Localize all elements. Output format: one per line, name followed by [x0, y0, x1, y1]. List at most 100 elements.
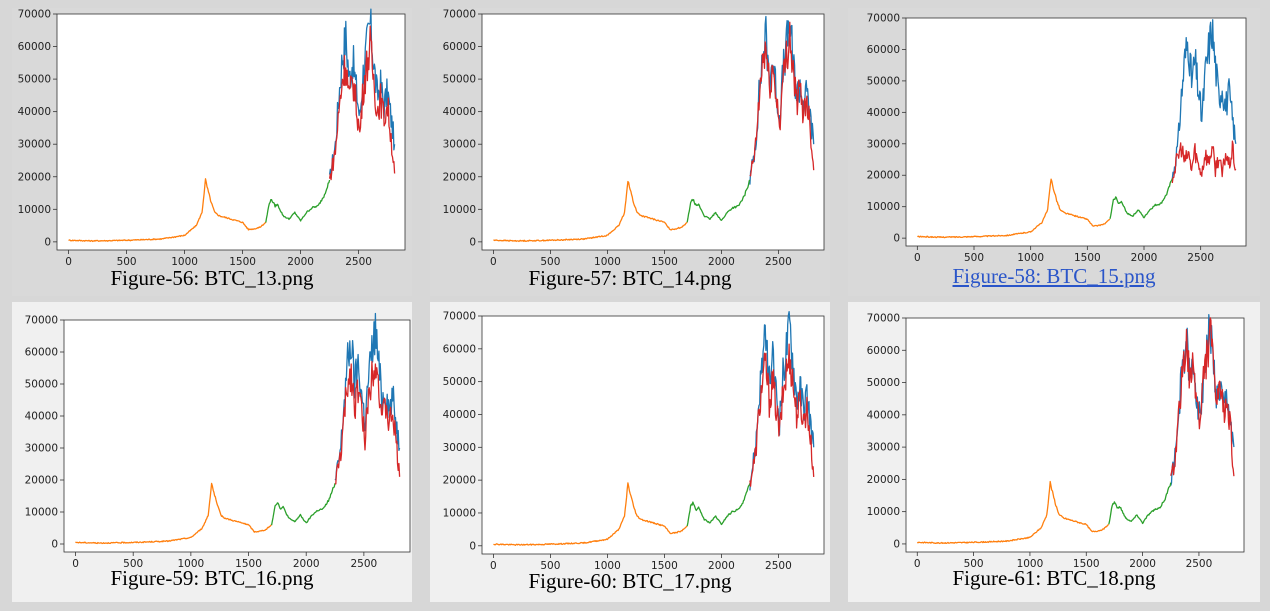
series-line-test-pred: [749, 21, 815, 177]
series-line-test-pred: [334, 360, 401, 485]
y-tick-label: 50000: [867, 75, 900, 87]
axes-frame: [63, 319, 411, 553]
axes-frame: [481, 13, 825, 251]
series-line-train: [917, 178, 1111, 239]
x-tick-label: 1500: [229, 256, 256, 268]
series-line-train: [75, 482, 272, 545]
y-tick-label: 20000: [443, 171, 476, 183]
y-tick-label: 10000: [443, 204, 476, 216]
y-tick-label: 0: [51, 539, 58, 551]
series-line-validation: [686, 483, 751, 527]
x-tick-label: 2000: [1131, 252, 1158, 264]
chart-figure-61: 0 10000 20000 30000 40000 50000 60000 70000 0 500…: [867, 313, 1245, 570]
y-tick-label: 30000: [867, 442, 900, 454]
x-tick-label: 2000: [708, 256, 735, 268]
x-tick-label: 1500: [651, 256, 678, 268]
y-tick-label: 10000: [867, 506, 900, 518]
x-tick-label: 0: [490, 560, 497, 572]
y-tick-label: 40000: [18, 106, 51, 118]
y-tick-label: 40000: [25, 411, 58, 423]
chart-figure-57: 0 10000 20000 30000 40000 50000 60000 70000 0 500…: [443, 9, 825, 268]
series-line-test-pred: [328, 25, 396, 181]
y-tick-label: 70000: [443, 311, 476, 323]
figure-panel-61: 0 10000 20000 30000 40000 50000 60000 70000 0 500…: [848, 302, 1260, 602]
y-tick-label: 40000: [443, 106, 476, 118]
x-tick-label: 2000: [1129, 558, 1156, 570]
x-tick-label: 2500: [765, 256, 792, 268]
y-tick-label: 70000: [867, 13, 900, 25]
y-tick-label: 50000: [867, 377, 900, 389]
figure-caption: Figure-56: BTC_13.png: [110, 266, 314, 290]
y-tick-label: 50000: [18, 74, 51, 86]
plot-area: [64, 320, 410, 552]
series-line-test-pred: [749, 343, 815, 487]
x-tick-label: 1500: [651, 560, 678, 572]
series-line-test-pred: [1170, 317, 1235, 477]
x-tick-label: 500: [964, 558, 984, 570]
y-tick-label: 60000: [867, 345, 900, 357]
x-tick-label: 2000: [287, 256, 314, 268]
x-tick-label: 2500: [765, 560, 792, 572]
x-tick-label: 0: [914, 252, 921, 264]
figure-panel-57: 0 10000 20000 30000 40000 50000 60000 70000 0 500…: [430, 8, 830, 296]
x-tick-label: 1500: [1074, 252, 1101, 264]
x-tick-label: 2500: [1186, 558, 1213, 570]
axes-frame: [905, 17, 1247, 247]
y-tick-label: 30000: [18, 139, 51, 151]
x-tick-label: 2500: [1187, 252, 1214, 264]
x-tick-label: 1000: [171, 256, 198, 268]
x-tick-label: 500: [964, 252, 984, 264]
y-tick-label: 70000: [18, 9, 51, 21]
y-tick-label: 20000: [867, 474, 900, 486]
y-tick-label: 30000: [25, 443, 58, 455]
y-tick-label: 40000: [443, 409, 476, 421]
figure-caption: Figure-57: BTC_14.png: [528, 266, 732, 290]
y-tick-label: 20000: [867, 170, 900, 182]
x-tick-label: 1000: [177, 558, 204, 570]
figure-caption: Figure-59: BTC_16.png: [110, 566, 314, 590]
series-line-test-pred: [1171, 140, 1237, 184]
x-tick-label: 2000: [293, 558, 320, 570]
series-line-train: [493, 482, 688, 546]
series-line-validation: [686, 179, 751, 223]
series-line-validation: [270, 483, 336, 526]
y-tick-label: 60000: [25, 347, 58, 359]
x-tick-label: 1000: [1017, 558, 1044, 570]
y-tick-label: 30000: [867, 138, 900, 150]
series-line-validation: [1109, 178, 1173, 219]
x-tick-label: 1000: [594, 256, 621, 268]
y-tick-label: 60000: [443, 41, 476, 53]
y-tick-label: 0: [469, 540, 476, 552]
axes-frame: [905, 317, 1245, 553]
y-tick-label: 10000: [867, 201, 900, 213]
series-line-train: [68, 178, 267, 243]
y-tick-label: 10000: [25, 507, 58, 519]
series-line-actual: [334, 312, 401, 481]
x-tick-label: 2500: [350, 558, 377, 570]
figure-caption: Figure-60: BTC_17.png: [528, 569, 732, 593]
series-line-actual: [1171, 19, 1237, 180]
y-tick-label: 50000: [443, 74, 476, 86]
x-tick-label: 1000: [1017, 252, 1044, 264]
series-line-train: [493, 180, 688, 243]
x-tick-label: 2000: [708, 560, 735, 572]
y-tick-label: 70000: [443, 9, 476, 21]
chart-figure-56: 0 10000 20000 30000 40000 50000 60000 70000 0 500…: [18, 8, 406, 268]
x-tick-label: 2500: [345, 256, 372, 268]
y-tick-label: 0: [469, 236, 476, 248]
y-tick-label: 60000: [867, 44, 900, 56]
y-tick-label: 20000: [18, 171, 51, 183]
y-tick-label: 20000: [443, 475, 476, 487]
x-tick-label: 500: [117, 256, 137, 268]
y-tick-label: 50000: [25, 379, 58, 391]
y-tick-label: 40000: [867, 107, 900, 119]
figure-caption-link[interactable]: Figure-58: BTC_15.png: [952, 264, 1156, 288]
y-tick-label: 0: [44, 236, 51, 248]
figure-panel-58: 0 10000 20000 30000 40000 50000 60000 70000 0 500…: [848, 8, 1260, 296]
series-line-train: [916, 480, 1110, 545]
x-tick-label: 500: [540, 256, 560, 268]
y-tick-label: 10000: [443, 507, 476, 519]
y-tick-label: 0: [893, 538, 900, 550]
y-tick-label: 70000: [25, 315, 58, 327]
